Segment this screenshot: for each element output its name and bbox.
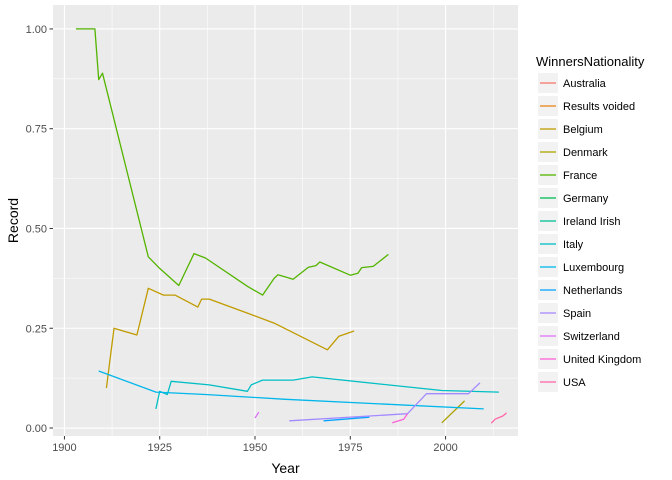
legend-label-results-voided: Results voided — [563, 101, 635, 113]
legend-label-france: France — [563, 170, 597, 182]
legend-label-switzerland: Switzerland — [563, 331, 620, 343]
series-line-italy — [155, 376, 499, 410]
legend-label-spain: Spain — [563, 308, 591, 320]
panel-background — [53, 5, 518, 436]
series-line-spain — [289, 382, 481, 422]
x-tick-label: 2000 — [433, 442, 457, 454]
y-tick-label: 0.25 — [26, 323, 47, 335]
series-line-united-kingdom — [392, 413, 409, 424]
legend-label-australia: Australia — [563, 78, 607, 90]
legend-label-denmark: Denmark — [563, 147, 608, 159]
x-axis-title: Year — [271, 460, 300, 476]
legend-title: WinnersNationality — [536, 54, 645, 69]
major-gridlines — [53, 5, 518, 436]
series-line-luxembourg — [98, 370, 484, 410]
y-tick-label: 0.00 — [26, 423, 47, 435]
series-lines — [75, 28, 508, 424]
x-tick-label: 1925 — [147, 442, 171, 454]
series-line-netherlands — [323, 416, 370, 422]
x-tick-label: 1975 — [338, 442, 362, 454]
minor-gridlines — [53, 5, 518, 436]
y-tick-label: 0.75 — [26, 124, 47, 136]
legend: WinnersNationality Australia Results void… — [536, 54, 645, 392]
x-axis-ticks: 1900 1925 1950 1975 2000 — [52, 436, 458, 454]
legend-label-usa: USA — [563, 377, 586, 389]
y-axis-title: Record — [5, 198, 21, 243]
series-line-switzerland — [254, 411, 260, 419]
legend-label-italy: Italy — [563, 239, 584, 251]
legend-label-netherlands: Netherlands — [563, 285, 623, 297]
series-line-usa — [490, 412, 508, 424]
x-tick-label: 1950 — [243, 442, 267, 454]
x-tick-label: 1900 — [52, 442, 76, 454]
y-tick-label: 0.50 — [26, 223, 47, 235]
legend-label-luxembourg: Luxembourg — [563, 262, 624, 274]
legend-label-belgium: Belgium — [563, 124, 603, 136]
legend-label-ireland-irish: Ireland Irish — [563, 216, 620, 228]
series-line-belgium — [105, 287, 355, 389]
legend-label-germany: Germany — [563, 193, 609, 205]
y-axis-ticks: 0.00 0.25 0.50 0.75 1.00 — [26, 24, 53, 435]
y-tick-label: 1.00 — [26, 24, 47, 36]
legend-label-united-kingdom: United Kingdom — [563, 354, 641, 366]
series-line-france — [75, 28, 389, 296]
series-line-denmark — [441, 400, 466, 424]
